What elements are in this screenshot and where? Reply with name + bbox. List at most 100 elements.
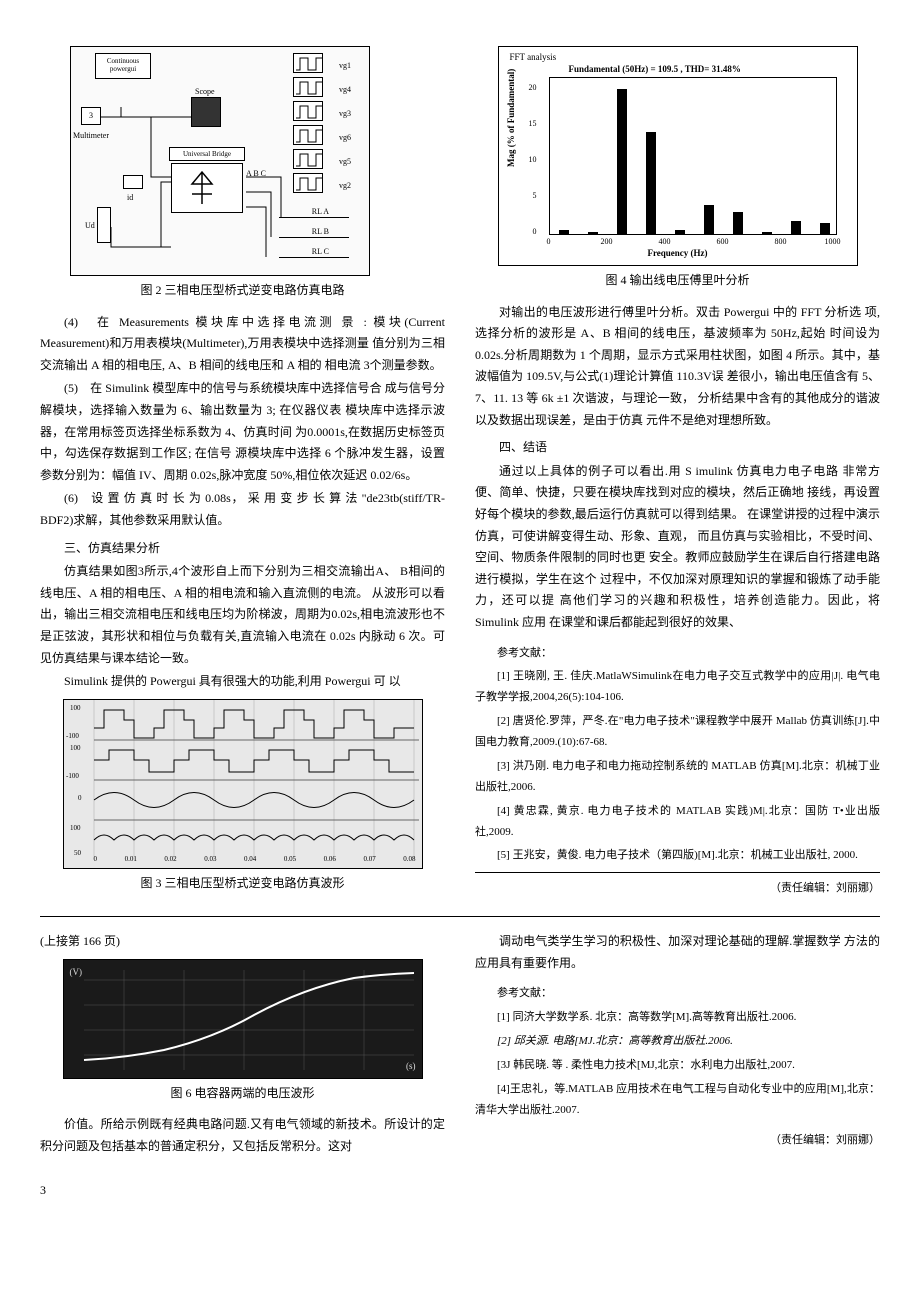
lower-left-p: 价值。所给示例既有经典电路问题.又有电气领域的新技术。所设计的定积分问题及包括基… [40,1114,445,1157]
left-column: Continuous powergui 3 Multimeter Scope U… [40,40,445,904]
vg1-pulse [293,53,323,73]
figure-2: Continuous powergui 3 Multimeter Scope U… [40,46,445,302]
bridge-label: Universal Bridge [169,147,245,161]
section-3-head: 三、仿真结果分析 [40,538,445,560]
fft-subtitle: Fundamental (50Hz) = 109.5 , THD= 31.48% [569,61,741,77]
lower-ref-3: [3J 韩民晓. 等 . 柔性电力技术[MJ,北京：水利电力出版社,2007. [475,1055,880,1076]
two-column-layout: Continuous powergui 3 Multimeter Scope U… [40,40,880,904]
id-block [123,175,143,189]
fft-bar [733,212,743,234]
vg5-pulse [293,149,323,169]
fig6-curve [64,960,423,1079]
svg-text:100: 100 [70,744,81,752]
right-column: FFT analysis Fundamental (50Hz) = 109.5 … [475,40,880,904]
fig2-diagram: Continuous powergui 3 Multimeter Scope U… [70,46,370,276]
fig3-y100-1: 100 [70,704,81,712]
fft-bar [762,232,772,234]
vg2-label: vg2 [339,179,351,193]
vg6-pulse [293,125,323,145]
page-number: 3 [40,1180,880,1202]
lower-ref-2: [2] 邱关源. 电路[MJ.北京：高等教育出版社.2006. [475,1031,880,1052]
scope-block [191,97,221,127]
ref-5: [5] 王兆安，黄俊. 电力电子技术（第四版)[M].北京：机械工业出版社, 2… [475,845,880,866]
ud-block [97,207,111,243]
ytick-15: 15 [529,117,537,131]
fft-bar [820,223,830,234]
lower-ref-4: [4]王忠礼，等.MATLAB 应用技术在电气工程与自动化专业中的应用[M],北… [475,1079,880,1121]
svg-text:50: 50 [74,849,82,857]
vg4-label: vg4 [339,83,351,97]
para-7: 仿真结果如图3所示,4个波形自上而下分别为三相交流输出A、 B相间的线电压、A … [40,561,445,669]
figure-6: (V) (s) 图 6 电容器两端的电压波形 [40,959,445,1105]
fft-bar [675,230,685,234]
lower-refs-head: 参考文献： [475,984,880,1004]
right-p2: 通过以上具体的例子可以看出.用 S imulink 仿真电力电子电路 非常方便、… [475,461,880,634]
section-4-head: 四、结语 [475,437,880,459]
separator-1 [475,872,880,873]
fig3-caption: 图 3 三相电压型桥式逆变电路仿真波形 [40,873,445,895]
fig4-ylabel: Mag (% of Fundamental) [503,69,519,167]
multimeter-label: Multimeter [73,129,109,143]
xtick-1000: 1000 [825,235,841,249]
fig6-vlabel: (V) [70,964,83,980]
editor-2: （责任编辑：刘丽娜） [475,1131,880,1151]
powergui-block: Continuous powergui [95,53,151,79]
fig2-caption: 图 2 三相电压型桥式逆变电路仿真电路 [40,280,445,302]
fig4-axes [549,77,837,235]
lower-ref-1: [1] 同济大学数学系. 北京：高等数学[M].高等教育出版社.2006. [475,1007,880,1028]
para-4: (4) 在 Measurements 模块库中选择电流测 景 : 模块(Curr… [40,312,445,377]
ref-1: [1] 王晓刚, 王. 佳庆.MatlaWSimulink在电力电子交互式教学中… [475,666,880,708]
vg1-label: vg1 [339,59,351,73]
scope-label: Scope [195,85,215,99]
wiring-lines [71,47,370,276]
svg-text:100: 100 [70,824,81,832]
id-label: id [127,191,133,205]
abc-label: A B C [246,169,266,179]
fig6-scope: (V) (s) [63,959,423,1079]
ref-4: [4] 黄忠霖, 黄京. 电力电子技术的 MATLAB 实践)M|.北京：国防 … [475,801,880,843]
xtick-400: 400 [659,235,671,249]
fig3-svg: 100 -100 100 -100 0 100 50 [64,700,423,869]
refs-head-1: 参考文献： [475,644,880,664]
svg-text:-100: -100 [66,732,79,740]
fft-bar [559,230,569,234]
para-5: (5) 在 Simulink 模型库中的信号与系统模块库中选择信号合 成与信号分… [40,378,445,486]
continued-label: (上接第 166 页) [40,931,445,953]
rla-line [279,217,349,218]
ytick-20: 20 [529,81,537,95]
fft-bar [704,205,714,234]
bridge-icon [172,164,242,212]
bridge-block [171,163,243,213]
para-8: Simulink 提供的 Powergui 具有很强大的功能,利用 Powerg… [40,671,445,693]
lower-right-p1: 调动电气类学生学习的积极性、加深对理论基础的理解.掌握数学 方法的应用具有重要作… [475,931,880,974]
fft-box-label: FFT analysis [507,49,560,65]
fig4-xlabel: Frequency (Hz) [499,245,857,261]
fig6-slabel: (s) [406,1058,416,1074]
vg5-label: vg5 [339,155,351,169]
lower-right: 调动电气类学生学习的积极性、加深对理论基础的理解.掌握数学 方法的应用具有重要作… [475,923,880,1159]
fig3-waveforms: 100 -100 100 -100 0 100 50 00.010.020.03… [63,699,423,869]
rlb-line [279,237,349,238]
fig4-chart: FFT analysis Fundamental (50Hz) = 109.5 … [498,46,858,266]
xtick-800: 800 [775,235,787,249]
fft-bar [646,132,656,234]
para-6: (6) 设 置 仿 真 时 长 为 0.08s， 采 用 变 步 长 算 法 "… [40,488,445,531]
editor-1: （责任编辑：刘丽娜） [475,879,880,899]
ytick-10: 10 [529,153,537,167]
multimeter-num-block: 3 [81,107,101,125]
ytick-5: 5 [533,189,537,203]
vg6-label: vg6 [339,131,351,145]
figure-4: FFT analysis Fundamental (50Hz) = 109.5 … [475,46,880,292]
fft-bar [617,89,627,234]
separator-main [40,916,880,917]
fig6-caption: 图 6 电容器两端的电压波形 [40,1083,445,1105]
vg3-pulse [293,101,323,121]
xtick-200: 200 [601,235,613,249]
ytick-0: 0 [533,225,537,239]
rlc-line [279,257,349,258]
fft-bar [791,221,801,234]
vg3-label: vg3 [339,107,351,121]
figure-3: 100 -100 100 -100 0 100 50 00.010.020.03… [40,699,445,895]
lower-two-column: (上接第 166 页) (V) (s) 图 6 电容器两端的电压波形 价值。所给… [40,923,880,1159]
fig3-xticks: 00.010.020.030.040.050.060.070.08 [94,853,416,866]
